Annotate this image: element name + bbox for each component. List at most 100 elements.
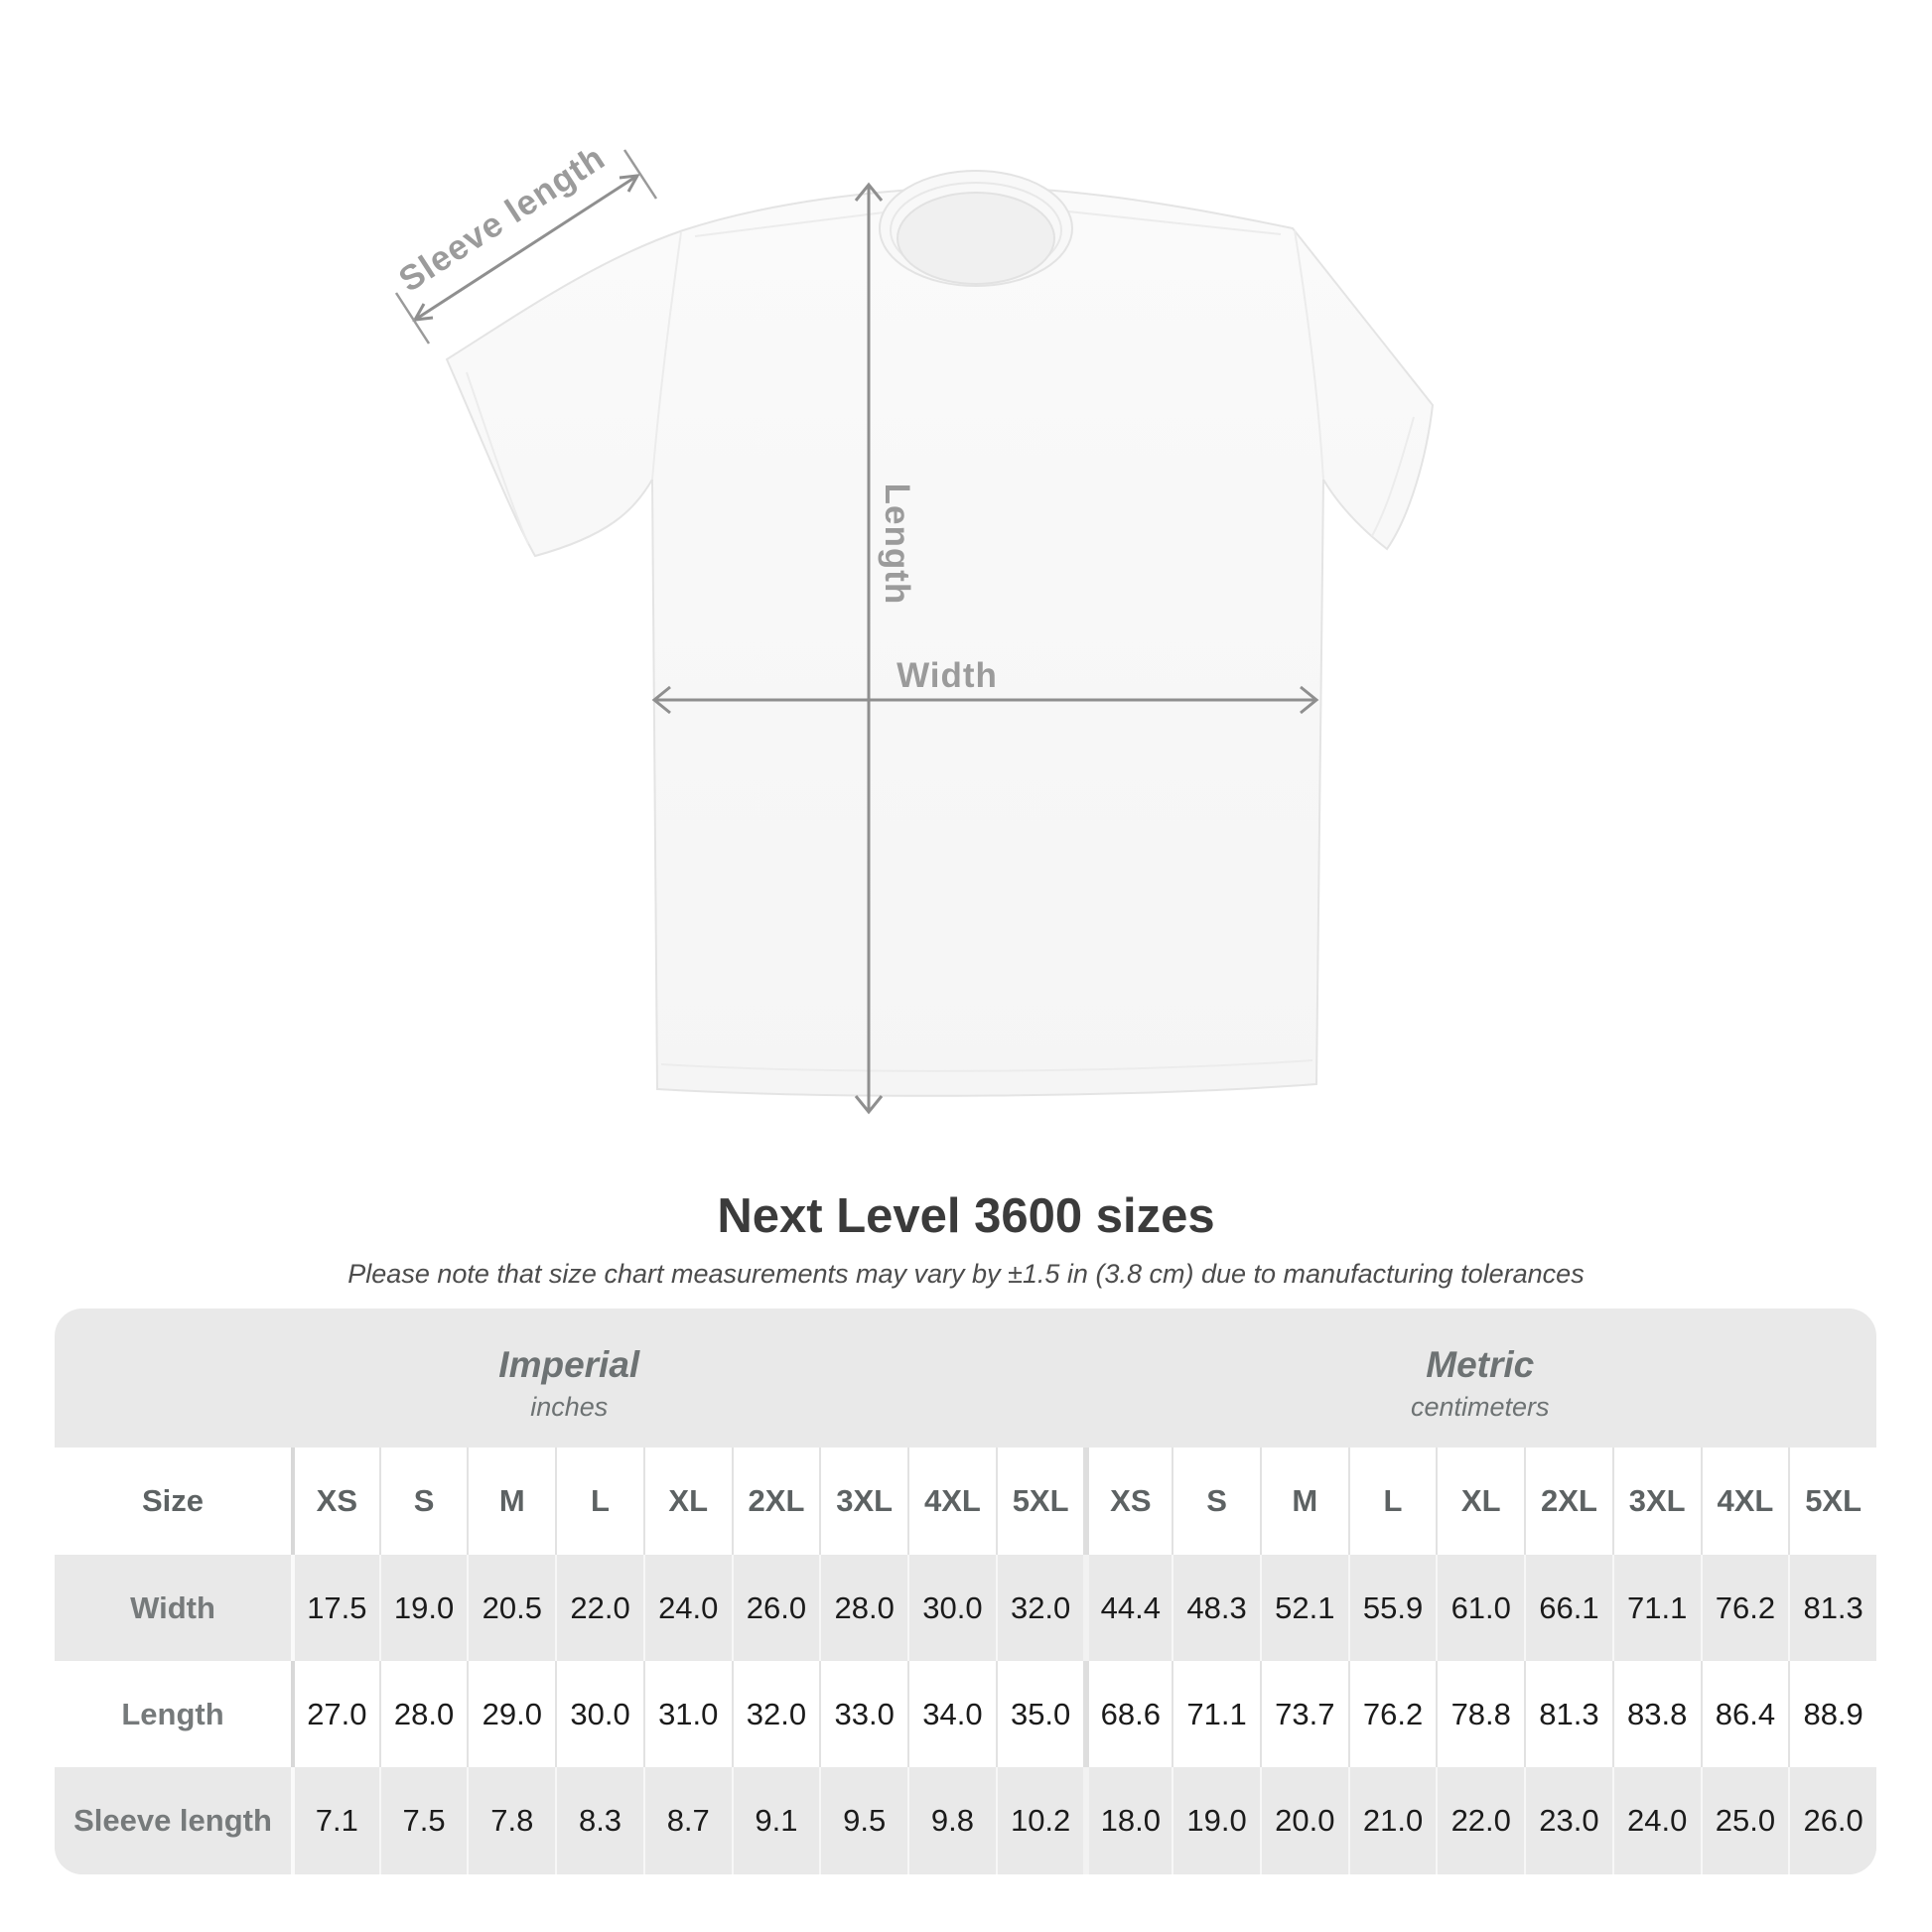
measurement-cell: 88.9 — [1788, 1661, 1876, 1767]
size-corner-header: Size — [141, 1483, 205, 1518]
measurement-cell: 55.9 — [1347, 1555, 1437, 1661]
right-sleeve-seam — [1294, 229, 1324, 481]
tshirt-outline — [445, 185, 1435, 1097]
measurement-cell: 30.0 — [907, 1555, 996, 1661]
measurement-cell: 17.5 — [291, 1555, 379, 1661]
measurement-cell: 19.0 — [378, 1555, 468, 1661]
size-col-header: 3XL — [1611, 1448, 1701, 1555]
unit-group-row: Imperial inches Metric centimeters — [55, 1309, 1876, 1448]
hem-stitch — [660, 1059, 1313, 1072]
measurement-cell: 21.0 — [1347, 1767, 1437, 1874]
measurement-cell: 20.5 — [467, 1555, 555, 1661]
measurement-cell: 52.1 — [1259, 1555, 1348, 1661]
measurement-cell: 33.0 — [819, 1661, 907, 1767]
measurement-cell: 81.3 — [1524, 1661, 1612, 1767]
measurement-cell: 28.0 — [378, 1661, 468, 1767]
measurement-cell: 61.0 — [1436, 1555, 1524, 1661]
measurement-cell: 19.0 — [1172, 1767, 1260, 1874]
left-shoulder-seam — [694, 211, 885, 237]
measurement-cell: 10.2 — [995, 1767, 1084, 1874]
size-col-header: S — [1172, 1448, 1260, 1555]
measurement-cell: 34.0 — [907, 1661, 996, 1767]
sleeve-length-label: Sleeve length — [392, 138, 612, 300]
size-col-header: 4XL — [1700, 1448, 1789, 1555]
imperial-group-header: Imperial inches — [55, 1309, 1084, 1448]
size-col-header: L — [555, 1448, 643, 1555]
size-col-header: XL — [1436, 1448, 1524, 1555]
size-col-header: 2XL — [731, 1448, 820, 1555]
row-label: Width — [130, 1589, 215, 1625]
measurement-cell: 71.1 — [1172, 1661, 1260, 1767]
measurement-cell: 24.0 — [642, 1555, 732, 1661]
measurement-cell: 7.8 — [467, 1767, 555, 1874]
size-col-header: 4XL — [907, 1448, 996, 1555]
measurement-cell: 7.1 — [291, 1767, 379, 1874]
tshirt-diagram: Length Width Sleeve length — [392, 138, 1435, 1115]
measurement-cell: 32.0 — [731, 1661, 820, 1767]
measurement-cell: 68.6 — [1083, 1661, 1172, 1767]
measurement-cell: 32.0 — [995, 1555, 1084, 1661]
row-label: Length — [121, 1696, 224, 1731]
table-row-width: Width 17.5 19.0 20.5 22.0 24.0 26.0 28.0… — [55, 1555, 1876, 1661]
table-row-sleeve-length: Sleeve length 7.1 7.5 7.8 8.3 8.7 9.1 9.… — [55, 1767, 1876, 1874]
left-sleeve-seam — [651, 231, 682, 481]
length-arrow — [854, 182, 884, 1115]
measurement-cell: 27.0 — [291, 1661, 379, 1767]
size-col-header: 5XL — [995, 1448, 1084, 1555]
measurement-cell: 24.0 — [1611, 1767, 1701, 1874]
measurement-cell: 9.1 — [731, 1767, 820, 1874]
measurement-cell: 48.3 — [1172, 1555, 1260, 1661]
measurement-cell: 71.1 — [1611, 1555, 1701, 1661]
width-label: Width — [897, 656, 998, 695]
measurement-cell: 66.1 — [1524, 1555, 1612, 1661]
measurement-cell: 9.8 — [907, 1767, 996, 1874]
measurement-cell: 44.4 — [1083, 1555, 1172, 1661]
size-col-header: XL — [642, 1448, 732, 1555]
measurement-cell: 86.4 — [1700, 1661, 1789, 1767]
measurement-cell: 8.7 — [642, 1767, 732, 1874]
measurement-cell: 76.2 — [1347, 1661, 1437, 1767]
measurement-cell: 23.0 — [1524, 1767, 1612, 1874]
measurement-cell: 9.5 — [819, 1767, 907, 1874]
page-title: Next Level 3600 sizes — [717, 1189, 1215, 1243]
size-col-header: 5XL — [1788, 1448, 1876, 1555]
imperial-label: Imperial — [498, 1343, 640, 1385]
measurement-cell: 7.5 — [378, 1767, 468, 1874]
measurement-cell: 8.3 — [555, 1767, 643, 1874]
length-label: Length — [878, 483, 916, 606]
size-col-header: 2XL — [1524, 1448, 1612, 1555]
width-arrow — [651, 685, 1319, 715]
row-label: Sleeve length — [73, 1803, 272, 1838]
measurement-cell: 83.8 — [1611, 1661, 1701, 1767]
metric-label: Metric — [1426, 1343, 1535, 1385]
sleeve-length-arrow — [394, 149, 658, 345]
measurement-cell: 28.0 — [819, 1555, 907, 1661]
measurement-cell: 73.7 — [1259, 1661, 1348, 1767]
imperial-unit: inches — [530, 1391, 609, 1422]
size-col-header: XS — [1083, 1448, 1172, 1555]
measurement-cell: 26.0 — [731, 1555, 820, 1661]
measurement-cell: 22.0 — [555, 1555, 643, 1661]
measurement-cell: 26.0 — [1788, 1767, 1876, 1874]
collar-opening — [897, 192, 1055, 285]
size-chart-card: Imperial inches Metric centimeters Size … — [55, 1309, 1876, 1874]
measurement-cell: 78.8 — [1436, 1661, 1524, 1767]
size-header-row: Size XS S M L XL 2XL 3XL 4XL 5XL XS S M … — [55, 1448, 1876, 1555]
measurement-cell: 25.0 — [1700, 1767, 1789, 1874]
right-cuff-stitch — [1371, 416, 1415, 537]
measurement-cell: 31.0 — [642, 1661, 732, 1767]
heading-block: Next Level 3600 sizes Please note that s… — [0, 1187, 1932, 1291]
table-row-length: Length 27.0 28.0 29.0 30.0 31.0 32.0 33.… — [55, 1661, 1876, 1767]
measurement-cell: 81.3 — [1788, 1555, 1876, 1661]
metric-group-header: Metric centimeters — [1084, 1309, 1877, 1448]
size-col-header: XS — [291, 1448, 379, 1555]
measurement-cell: 20.0 — [1259, 1767, 1348, 1874]
tolerance-note: Please note that size chart measurements… — [347, 1259, 1585, 1289]
measurement-cell: 22.0 — [1436, 1767, 1524, 1874]
measurement-cell: 35.0 — [995, 1661, 1084, 1767]
size-col-header: S — [378, 1448, 468, 1555]
measurement-cell: 18.0 — [1083, 1767, 1172, 1874]
size-col-header: 3XL — [819, 1448, 907, 1555]
measurement-cell: 76.2 — [1700, 1555, 1789, 1661]
